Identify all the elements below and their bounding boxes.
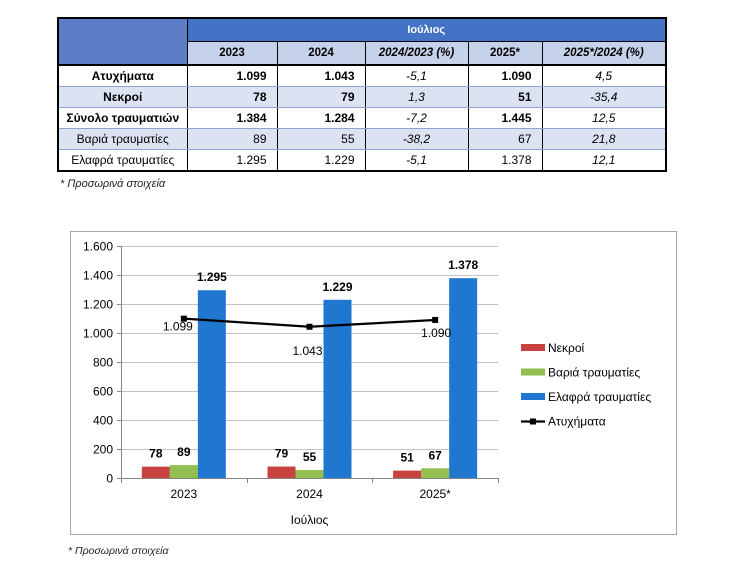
line-value-label: 1.043 — [292, 344, 322, 358]
x-tick-label: 2024 — [296, 487, 323, 501]
bar-value-label: 1.229 — [322, 280, 352, 294]
cell-change-2025-2024: 21,8 — [541, 128, 667, 150]
column-header-2025: 2025* — [467, 41, 543, 66]
bar-s0-c2 — [393, 470, 422, 478]
cell-2025: 1.090 — [467, 65, 543, 87]
bar-s1-c1 — [295, 470, 324, 478]
table-row-total-injured: Σύνολο τραυματιών 1.384 1.284 -7,2 1.445… — [57, 107, 667, 129]
bar-value-label: 51 — [400, 451, 414, 465]
legend-item: Ατυχήματα — [521, 415, 606, 429]
cell-2024: 1.043 — [276, 65, 366, 87]
bar-value-label: 67 — [428, 448, 442, 462]
legend-label: Βαριά τραυματίες — [548, 366, 640, 380]
row-label: Ελαφρά τραυματίες — [57, 149, 188, 172]
row-label: Ατυχήματα — [57, 65, 188, 87]
column-header-2024: 2024 — [276, 41, 366, 66]
column-header-change-2025-2024: 2025*/2024 (%) — [541, 41, 667, 66]
cell-change-2025-2024: 12,5 — [541, 107, 667, 129]
chart: 0 200 400 600 800 1.000 1.200 1.400 1.600 78 79 51 8… — [70, 231, 677, 535]
chart-svg: 0 200 400 600 800 1.000 1.200 1.400 1.600 78 79 51 8… — [83, 240, 651, 528]
table-row-minor-injured: Ελαφρά τραυματίες 1.295 1.229 -5,1 1.378… — [57, 149, 667, 172]
bar-s1-c2 — [421, 468, 450, 478]
cell-2025: 1.445 — [467, 107, 543, 129]
row-label: Νεκροί — [57, 86, 188, 108]
cell-2025: 51 — [467, 86, 543, 108]
y-tick-label: 600 — [93, 385, 113, 399]
cell-change-2024-2023: -5,1 — [364, 149, 469, 172]
bar-s2-c2 — [449, 278, 478, 478]
legend-label: Ατυχήματα — [548, 415, 606, 429]
bar-value-label: 1.378 — [448, 258, 478, 272]
statistics-table: Ιούλιος 2023 2024 2024/2023 (%) 2025* 20… — [57, 17, 667, 172]
y-tick-label: 0 — [106, 472, 113, 486]
bar-value-label: 78 — [149, 447, 163, 461]
cell-2023: 89 — [186, 128, 278, 150]
legend-item: Βαριά τραυματίες — [521, 366, 640, 380]
line-marker — [306, 323, 313, 330]
legend-item: Νεκροί — [521, 341, 585, 355]
table-corner-cell — [57, 18, 188, 66]
bar-value-label: 1.295 — [197, 270, 227, 284]
legend-label: Νεκροί — [548, 341, 585, 355]
cell-change-2024-2023: -38,2 — [364, 128, 469, 150]
cell-2025: 67 — [467, 128, 543, 150]
line-value-label: 1.099 — [163, 320, 193, 334]
cell-2023: 78 — [186, 86, 278, 108]
table-row-serious-injured: Βαριά τραυματίες 89 55 -38,2 67 21,8 — [57, 128, 667, 150]
y-tick-label: 1.200 — [83, 298, 113, 312]
legend-swatch — [521, 393, 545, 400]
bar-s2-c0 — [197, 290, 226, 478]
cell-2024: 1.229 — [276, 149, 366, 172]
y-tick-label: 1.400 — [83, 269, 113, 283]
line-marker — [180, 315, 187, 322]
bar-value-label: 55 — [303, 450, 317, 464]
legend-item: Ελαφρά τραυματίες — [521, 390, 651, 404]
cell-change-2025-2024: -35,4 — [541, 86, 667, 108]
table-header-columns-row: 2023 2024 2024/2023 (%) 2025* 2025*/2024… — [58, 41, 667, 66]
cell-2024: 79 — [276, 86, 366, 108]
y-tick-label: 800 — [93, 356, 113, 370]
y-tick-label: 1.000 — [83, 327, 113, 341]
y-tick-label: 400 — [93, 414, 113, 428]
x-tick-label: 2025* — [419, 487, 451, 501]
legend-marker — [530, 418, 536, 425]
row-label: Σύνολο τραυματιών — [57, 107, 188, 129]
cell-2024: 55 — [276, 128, 366, 150]
cell-change-2025-2024: 12,1 — [541, 149, 667, 172]
bar-s0-c0 — [141, 466, 170, 478]
x-axis-title: Ιούλιος — [291, 513, 329, 527]
y-tick-label: 200 — [93, 443, 113, 457]
cell-change-2024-2023: 1,3 — [364, 86, 469, 108]
chart-footnote: * Προσωρινά στοιχεία — [68, 545, 169, 557]
column-header-change-2024-2023: 2024/2023 (%) — [364, 41, 469, 66]
cell-2023: 1.384 — [186, 107, 278, 129]
cell-change-2025-2024: 4,5 — [541, 65, 667, 87]
bar-s1-c0 — [169, 465, 198, 478]
column-header-2023: 2023 — [186, 41, 278, 66]
x-tick-label: 2023 — [170, 487, 197, 501]
bar-value-label: 89 — [177, 445, 191, 459]
cell-change-2024-2023: -7,2 — [364, 107, 469, 129]
legend-swatch — [521, 344, 545, 351]
row-label: Βαριά τραυματίες — [57, 128, 188, 150]
bar-s0-c1 — [267, 466, 296, 478]
cell-change-2024-2023: -5,1 — [364, 65, 469, 87]
cell-2023: 1.099 — [186, 65, 278, 87]
table-footnote: * Προσωρινά στοιχεία — [60, 178, 166, 190]
line-value-label: 1.090 — [421, 326, 451, 340]
table-header-group-row: Ιούλιος — [57, 18, 667, 66]
table-row-deaths: Νεκροί 78 79 1,3 51 -35,4 — [57, 86, 667, 108]
cell-2024: 1.284 — [276, 107, 366, 129]
bar-s2-c1 — [323, 299, 352, 478]
month-group-header: Ιούλιος — [186, 18, 667, 42]
y-tick-label: 1.600 — [83, 240, 113, 254]
cell-2023: 1.295 — [186, 149, 278, 172]
table-row-accidents: Ατυχήματα 1.099 1.043 -5,1 1.090 4,5 — [57, 65, 667, 87]
cell-2025: 1.378 — [467, 149, 543, 172]
legend-label: Ελαφρά τραυματίες — [548, 390, 651, 404]
legend-swatch — [521, 368, 545, 376]
bar-value-label: 79 — [275, 447, 289, 461]
line-marker — [432, 316, 439, 323]
